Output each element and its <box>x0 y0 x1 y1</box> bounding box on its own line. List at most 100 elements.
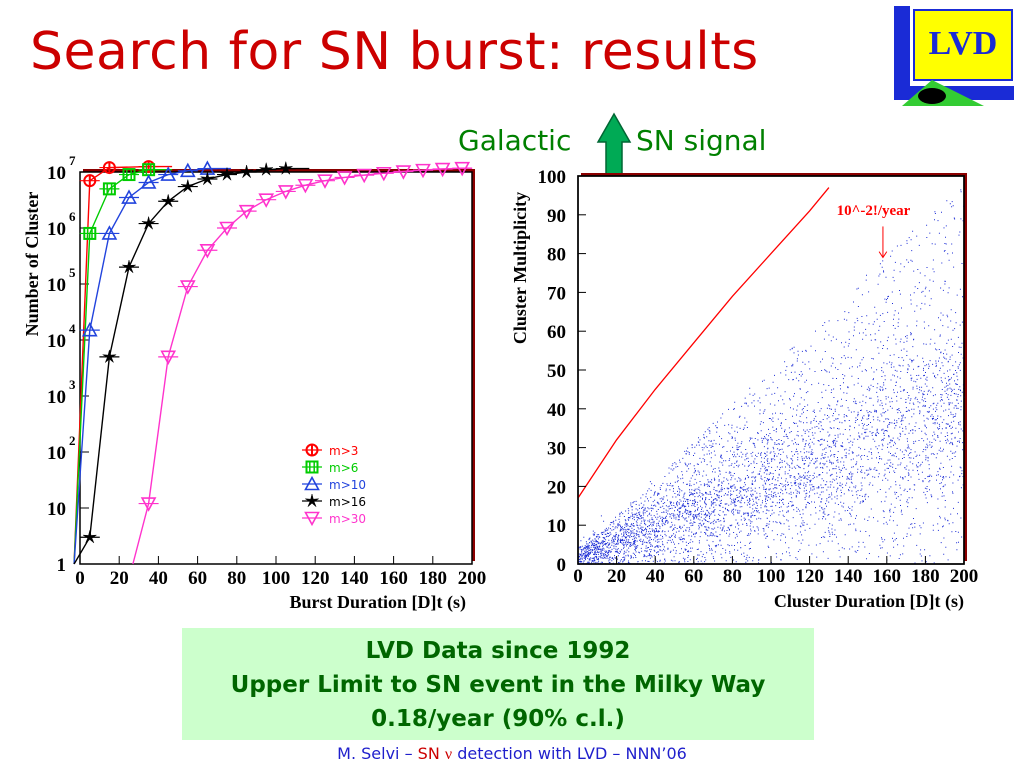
right-x-tick-label: 20 <box>607 566 626 587</box>
series-point-mgt16 <box>99 349 120 363</box>
series-point-mgt30 <box>177 280 198 295</box>
right-x-tick-label: 40 <box>646 566 665 587</box>
series-point-mgt16 <box>79 530 100 544</box>
series-point-mgt16 <box>236 164 257 178</box>
series-point-mgt16-shape <box>141 216 156 230</box>
left-y-tick-exp: 3 <box>69 377 76 392</box>
series-point-mgt30 <box>197 243 218 259</box>
right-x-tick-label: 180 <box>911 566 940 587</box>
left-x-tick-label: 180 <box>419 568 448 589</box>
footer-suffix: detection with LVD – NNN’06 <box>452 744 687 763</box>
right-y-tick-label: 30 <box>547 439 566 460</box>
series-point-mgt10 <box>99 225 120 240</box>
right-y-tick-label: 40 <box>547 400 566 421</box>
right-x-tick-label: 80 <box>723 566 742 587</box>
left-x-tick-label: 40 <box>149 568 168 589</box>
footer-prefix: M. Selvi – <box>337 744 418 763</box>
legend-marker-mgt16-shape <box>305 493 319 507</box>
legend-label-mgt3: m>3 <box>329 444 358 458</box>
logo-box <box>913 9 1013 81</box>
legend-label-mgt30: m>30 <box>329 512 366 526</box>
series-point-mgt16 <box>197 171 218 185</box>
left-y-axis-label: Number of Cluster <box>22 192 42 337</box>
series-point-mgt16-shape <box>259 162 274 176</box>
left-y-tick-exp: 2 <box>69 433 76 448</box>
series-point-mgt30 <box>236 204 257 220</box>
series-point-mgt3 <box>99 161 120 175</box>
legend-label-mgt6: m>6 <box>329 461 358 475</box>
right-x-tick-label: 60 <box>684 566 703 587</box>
logo-bar-vertical <box>894 6 910 98</box>
series-point-mgt16 <box>256 162 277 176</box>
series-point-mgt3 <box>79 174 100 188</box>
logo-text: LVD <box>929 25 998 62</box>
series-point-mgt30 <box>393 165 414 180</box>
series-point-mgt16 <box>119 260 139 273</box>
left-x-tick-label: 140 <box>340 568 369 589</box>
series-point-mgt16-shape <box>161 194 176 208</box>
series-point-mgt30 <box>138 497 159 512</box>
left-x-tick-label: 100 <box>262 568 291 589</box>
lvd-logo: LVD <box>894 6 1014 106</box>
right-y-tick-label: 90 <box>547 206 566 227</box>
galactic-label: Galactic <box>458 124 572 157</box>
series-point-mgt6 <box>119 168 139 182</box>
legend-label-mgt10: m>10 <box>329 478 366 492</box>
series-point-mgt16-shape <box>102 349 117 363</box>
series-point-mgt16 <box>138 216 159 230</box>
right-x-tick-label: 0 <box>573 566 583 587</box>
series-point-mgt16 <box>158 194 179 208</box>
series-point-mgt16 <box>177 179 198 193</box>
logo-dome <box>918 88 946 104</box>
right-y-tick-label: 80 <box>547 245 566 266</box>
right-y-tick-label: 10 <box>547 516 566 537</box>
left-x-tick-label: 200 <box>458 568 487 589</box>
series-point-mgt16-shape <box>220 167 234 181</box>
series-point-mgt30 <box>452 161 473 177</box>
series-point-mgt10 <box>138 174 159 189</box>
left-y-tick-label: 10 <box>47 219 66 240</box>
threshold-arrow-head <box>878 251 888 259</box>
left-x-tick-label: 60 <box>188 568 207 589</box>
right-y-tick-label: 60 <box>547 322 566 343</box>
series-point-mgt30 <box>256 193 277 208</box>
right-x-tick-label: 100 <box>757 566 786 587</box>
series-point-mgt30 <box>315 174 335 189</box>
right-y-tick-label: 0 <box>557 555 567 576</box>
legend-marker-mgt3 <box>302 443 322 457</box>
left-y-tick-label: 10 <box>47 275 66 296</box>
left-y-tick-label: 1 <box>57 555 67 576</box>
right-y-tick-label: 50 <box>547 361 566 382</box>
info-line-1: LVD Data since 1992 <box>365 638 631 664</box>
right-x-axis-label: Cluster Duration [D]t (s) <box>774 591 964 612</box>
sn-signal-label: SN signal <box>636 124 767 157</box>
series-point-mgt6 <box>99 182 120 196</box>
series-point-mgt16-shape <box>200 171 215 185</box>
left-y-tick-label: 10 <box>47 443 66 464</box>
series-point-mgt16-shape <box>180 179 195 193</box>
footer: M. Selvi – SN ν detection with LVD – NNN… <box>0 744 1024 764</box>
left-x-tick-label: 160 <box>379 568 408 589</box>
left-y-tick-label: 10 <box>47 331 66 352</box>
threshold-line <box>577 187 830 499</box>
left-x-tick-label: 0 <box>75 568 85 589</box>
left-chart-frame <box>79 171 473 565</box>
series-point-mgt30 <box>373 166 394 182</box>
right-y-tick-label: 20 <box>547 477 566 498</box>
legend-label-mgt16: m>16 <box>329 495 366 509</box>
left-y-tick-label: 10 <box>47 499 66 520</box>
footer-sn: SN <box>417 744 445 763</box>
right-chart-frame <box>577 175 965 565</box>
series-point-mgt16-shape <box>122 260 136 273</box>
slide-title: Search for SN burst: results <box>30 22 759 82</box>
series-point-mgt30 <box>275 185 296 200</box>
series-point-mgt10 <box>119 189 139 204</box>
left-x-tick-label: 80 <box>227 568 246 589</box>
right-x-tick-label: 120 <box>795 566 824 587</box>
left-x-axis-label: Burst Duration [D]t (s) <box>290 592 466 613</box>
threshold-label: 10^-2!/year <box>837 203 911 219</box>
legend-marker-mgt16 <box>302 493 322 507</box>
right-y-tick-label: 70 <box>547 283 566 304</box>
info-line-2: Upper Limit to SN event in the Milky Way <box>230 672 766 698</box>
left-x-tick-label: 20 <box>110 568 129 589</box>
